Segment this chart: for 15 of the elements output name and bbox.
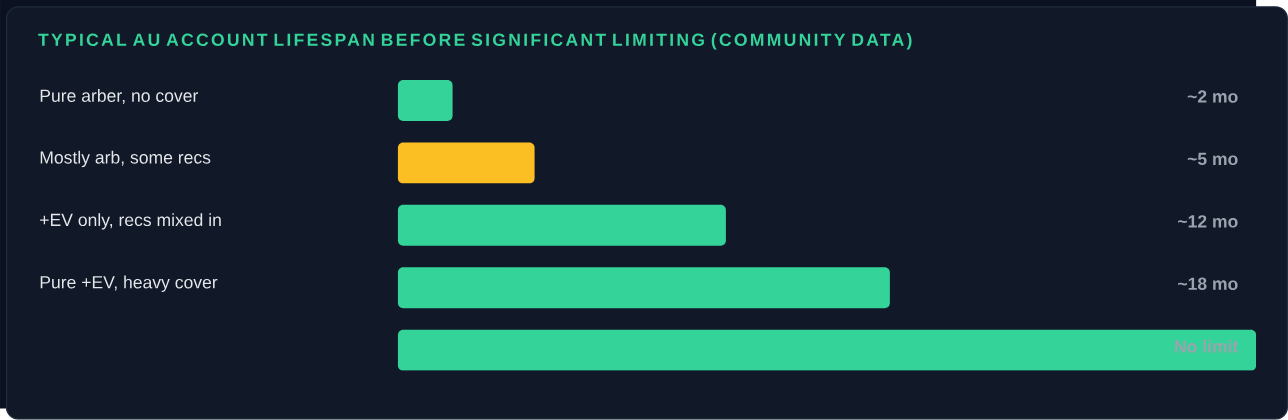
y-tick-label: Pure +EV, heavy cover bbox=[40, 275, 218, 293]
y-tick-label: Pure arber, no cover bbox=[40, 89, 199, 105]
bar bbox=[397, 329, 1257, 371]
bar bbox=[397, 142, 535, 184]
data-label: ~18 mo bbox=[1178, 277, 1238, 291]
chart-title: TYPICAL AU ACCOUNT LIFESPAN BEFORE SIGNIFICANT LIMITING (COMMUNITY DATA) bbox=[38, 33, 912, 50]
data-label: ~5 mo bbox=[1187, 152, 1238, 166]
data-label: ~2 mo bbox=[1187, 90, 1238, 103]
data-label: ~12 mo bbox=[1178, 215, 1238, 228]
y-tick-label: +EV only, recs mixed in bbox=[40, 213, 221, 230]
bar bbox=[397, 80, 453, 122]
bar bbox=[397, 204, 726, 246]
y-tick-label: Mostly arb, some recs bbox=[40, 150, 211, 168]
bar bbox=[397, 267, 890, 309]
data-label: No limit bbox=[1175, 339, 1239, 353]
